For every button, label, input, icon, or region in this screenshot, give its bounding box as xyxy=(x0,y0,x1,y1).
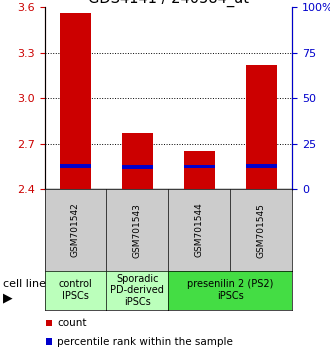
Bar xyxy=(122,133,153,189)
Text: GSM701542: GSM701542 xyxy=(71,203,80,257)
Text: presenilin 2 (PS2)
iPSCs: presenilin 2 (PS2) iPSCs xyxy=(187,279,273,301)
Text: count: count xyxy=(57,318,86,328)
Bar xyxy=(60,164,91,167)
Bar xyxy=(122,165,153,169)
Text: Sporadic
PD-derived
iPSCs: Sporadic PD-derived iPSCs xyxy=(111,274,164,307)
Bar xyxy=(246,165,277,168)
Text: GSM701543: GSM701543 xyxy=(133,202,142,258)
Bar xyxy=(60,13,91,189)
Text: GSM701544: GSM701544 xyxy=(195,203,204,257)
Bar xyxy=(246,65,277,189)
Text: control
IPSCs: control IPSCs xyxy=(59,279,92,301)
Text: ▶: ▶ xyxy=(3,292,13,304)
Bar xyxy=(184,165,215,168)
Title: GDS4141 / 240584_at: GDS4141 / 240584_at xyxy=(88,0,249,7)
Text: percentile rank within the sample: percentile rank within the sample xyxy=(57,337,233,347)
Text: cell line: cell line xyxy=(3,279,46,290)
Bar xyxy=(184,152,215,189)
Text: GSM701545: GSM701545 xyxy=(257,202,266,258)
